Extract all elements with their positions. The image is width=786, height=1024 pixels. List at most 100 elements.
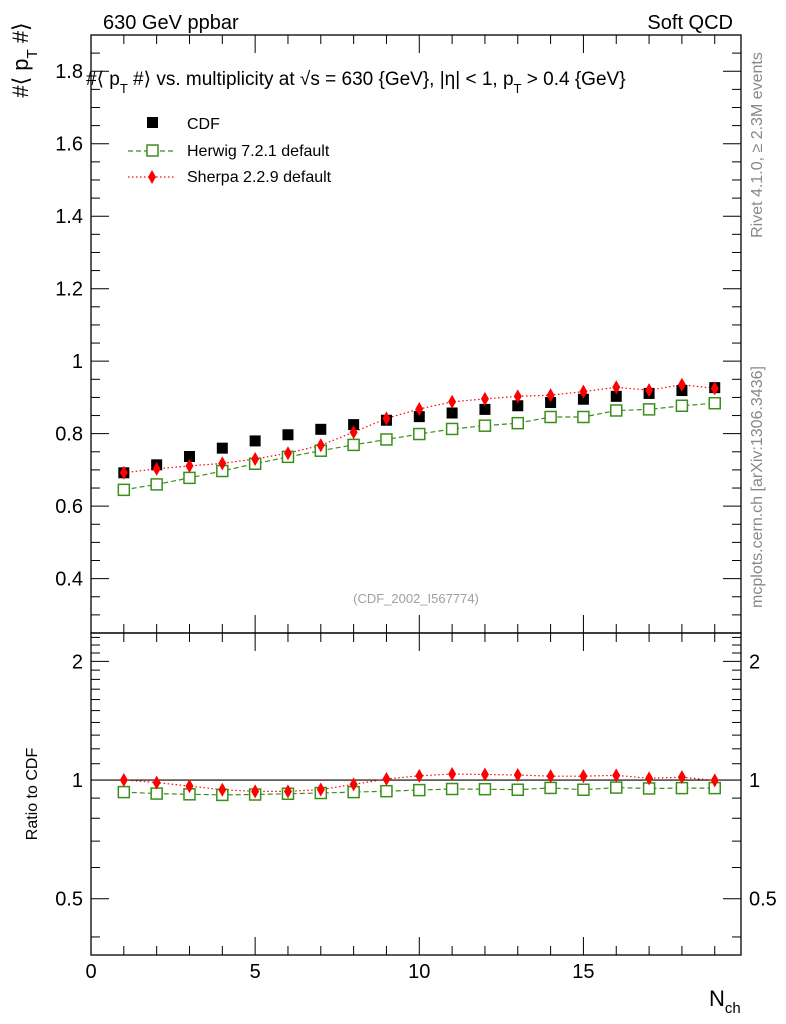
- herwig-ratio-point: [478, 782, 492, 796]
- sherpa-point: [152, 461, 161, 476]
- sherpa-point: [382, 411, 391, 426]
- legend: CDF Herwig 7.2.1 default Sherpa 2.2.9 de…: [128, 116, 332, 186]
- main-y-axis-label: #⟨ pT #⟩: [8, 22, 41, 97]
- herwig-point: [380, 433, 393, 446]
- sherpa-point: [448, 394, 457, 409]
- ratio-y-tick-label-right: 2: [749, 651, 760, 673]
- herwig-ratio-point: [544, 781, 557, 795]
- ratio-y-tick-label-left: 2: [72, 651, 83, 673]
- cdf-point: [545, 396, 557, 408]
- herwig-ratio-point: [413, 783, 426, 797]
- herwig-point: [544, 410, 557, 424]
- sherpa-ratio-point: [480, 767, 489, 782]
- herwig-ratio-point: [511, 783, 525, 796]
- cdf-point: [577, 393, 589, 405]
- main-title: #⟨ pT #⟩ vs. multiplicity at √s = 630 {G…: [86, 69, 626, 96]
- sherpa-point: [349, 425, 358, 440]
- x-tick-label: 5: [250, 961, 261, 983]
- legend-herwig-marker: [146, 144, 159, 157]
- legend-cdf-marker: [147, 117, 158, 128]
- herwig-point: [347, 438, 360, 452]
- herwig-point: [511, 416, 525, 430]
- main-y-tick-label: 1.4: [55, 206, 83, 228]
- legend-sherpa-marker: [148, 170, 156, 184]
- main-series: [117, 377, 721, 497]
- sherpa-point: [218, 456, 227, 471]
- cdf-point: [183, 450, 195, 462]
- cdf-point: [282, 429, 294, 441]
- sherpa-ratio-point: [513, 767, 522, 782]
- sherpa-point: [677, 377, 686, 392]
- sherpa-ratio-point: [382, 772, 391, 787]
- main-y-tick-label: 1.8: [55, 61, 83, 83]
- herwig-ratio-point: [675, 781, 689, 795]
- sherpa-ratio-point: [349, 777, 358, 792]
- cdf-point: [216, 442, 228, 454]
- sherpa-ratio-point: [185, 779, 194, 794]
- herwig-point: [413, 427, 426, 441]
- herwig-point: [150, 478, 163, 491]
- herwig-point: [642, 403, 656, 416]
- herwig-point: [117, 483, 131, 497]
- sherpa-point: [579, 384, 588, 399]
- main-y-tick-label: 0.8: [55, 424, 83, 446]
- sherpa-ratio-point: [710, 773, 719, 788]
- sherpa-ratio-point: [415, 768, 424, 783]
- ratio-y-tick-label-left: 0.5: [55, 889, 83, 911]
- main-y-tick-label: 1.6: [55, 134, 83, 156]
- ratio-y-axis-label: Ratio to CDF: [24, 748, 41, 841]
- header-right: Soft QCD: [647, 12, 733, 34]
- sherpa-ratio-point: [579, 769, 588, 784]
- cdf-point: [413, 411, 425, 423]
- cdf-point: [249, 435, 261, 447]
- x-axis-label: Nch: [709, 986, 741, 1017]
- sherpa-ratio-point: [218, 782, 227, 797]
- sherpa-point: [283, 446, 292, 461]
- sherpa-ratio-point: [645, 771, 654, 786]
- x-tick-label: 15: [572, 961, 594, 983]
- sherpa-point: [546, 388, 555, 403]
- herwig-ratio-point: [610, 781, 623, 794]
- main-axis-ticks: 0.4 0.6 0.8 1 1.2 1.4 1.6 1.8: [55, 34, 741, 634]
- sherpa-point: [645, 383, 654, 398]
- main-y-tick-label: 1.2: [55, 279, 83, 301]
- legend-cdf-label: CDF: [187, 116, 220, 133]
- herwig-ratio-point: [117, 785, 131, 799]
- sherpa-point: [513, 389, 522, 404]
- sherpa-ratio-point: [251, 784, 260, 799]
- sherpa-point: [316, 438, 325, 453]
- cdf-point: [610, 390, 622, 402]
- main-y-tick-label: 1: [72, 351, 83, 373]
- ratio-y-tick-label-right: 0.5: [749, 889, 777, 911]
- ratio-plot-frame: [90, 632, 742, 956]
- analysis-watermark: (CDF_2002_I567774): [353, 591, 479, 606]
- herwig-ratio-point: [577, 783, 590, 796]
- sherpa-point: [480, 391, 489, 406]
- sherpa-point: [185, 458, 194, 473]
- sherpa-point: [612, 380, 621, 395]
- herwig-ratio-point: [150, 787, 163, 800]
- cdf-point: [315, 423, 327, 435]
- herwig-point: [610, 404, 623, 417]
- sherpa-point: [415, 402, 424, 417]
- herwig-point: [577, 410, 590, 424]
- cdf-point: [348, 419, 360, 431]
- sherpa-ratio-point: [152, 775, 161, 790]
- sherpa-point: [710, 381, 719, 396]
- herwig-point: [445, 422, 459, 436]
- sherpa-ratio-point: [448, 766, 457, 781]
- sherpa-ratio-point: [316, 782, 325, 797]
- herwig-point: [675, 399, 689, 413]
- sherpa-point: [119, 465, 128, 480]
- ratio-axis-ticks: 0 5 10 15 0.5 0.5 1 1 2 2: [55, 633, 777, 983]
- ratio-y-tick-label-right: 1: [749, 770, 760, 792]
- legend-herwig-label: Herwig 7.2.1 default: [187, 143, 330, 160]
- cdf-point: [446, 407, 458, 419]
- sherpa-point: [251, 452, 260, 467]
- herwig-point: [478, 419, 492, 432]
- header-left: 630 GeV ppbar: [103, 12, 239, 34]
- sherpa-ratio-point: [677, 770, 686, 785]
- herwig-ratio-point: [445, 782, 459, 796]
- cdf-point: [479, 403, 491, 415]
- herwig-ratio-point: [380, 784, 393, 798]
